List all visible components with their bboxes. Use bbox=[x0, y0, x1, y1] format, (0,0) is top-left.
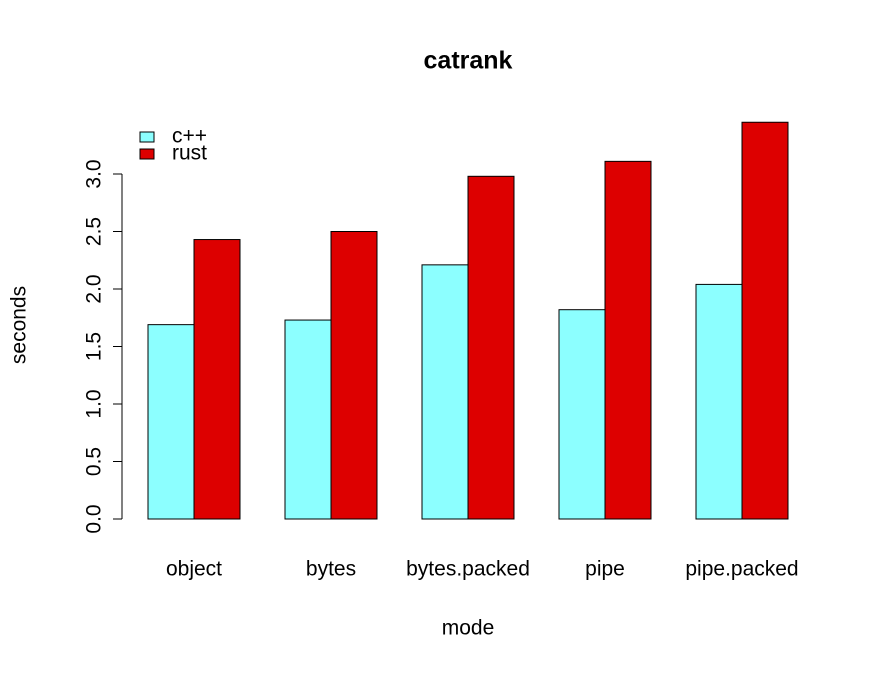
legend-label: rust bbox=[172, 142, 207, 165]
bar bbox=[695, 283, 743, 520]
chart-title: catrank bbox=[424, 47, 513, 75]
y-axis-label: seconds bbox=[8, 286, 31, 364]
bar bbox=[330, 231, 378, 520]
bar bbox=[147, 324, 195, 520]
bar bbox=[604, 160, 652, 520]
x-tick-label: pipe bbox=[585, 558, 625, 581]
bar bbox=[467, 175, 515, 520]
y-tick-label: 2.0 bbox=[83, 274, 106, 303]
y-tick-label: 0.5 bbox=[83, 447, 106, 476]
y-tick-label: 1.0 bbox=[83, 389, 106, 418]
bar bbox=[421, 264, 469, 520]
bar bbox=[741, 121, 789, 520]
legend-swatch bbox=[139, 148, 155, 160]
y-tick-label: 2.5 bbox=[83, 217, 106, 246]
bar bbox=[558, 309, 606, 520]
x-axis-label: mode bbox=[442, 617, 495, 640]
x-tick-label: object bbox=[166, 558, 222, 581]
bar bbox=[193, 239, 241, 520]
y-tick-label: 0.0 bbox=[83, 504, 106, 533]
bar bbox=[284, 319, 332, 520]
x-tick-label: bytes.packed bbox=[406, 558, 530, 581]
x-tick-label: pipe.packed bbox=[685, 558, 798, 581]
legend-swatch bbox=[139, 131, 155, 143]
x-tick-label: bytes bbox=[306, 558, 356, 581]
y-tick-label: 1.5 bbox=[83, 332, 106, 361]
y-tick-label: 3.0 bbox=[83, 159, 106, 188]
legend-label: c++ bbox=[172, 125, 207, 148]
